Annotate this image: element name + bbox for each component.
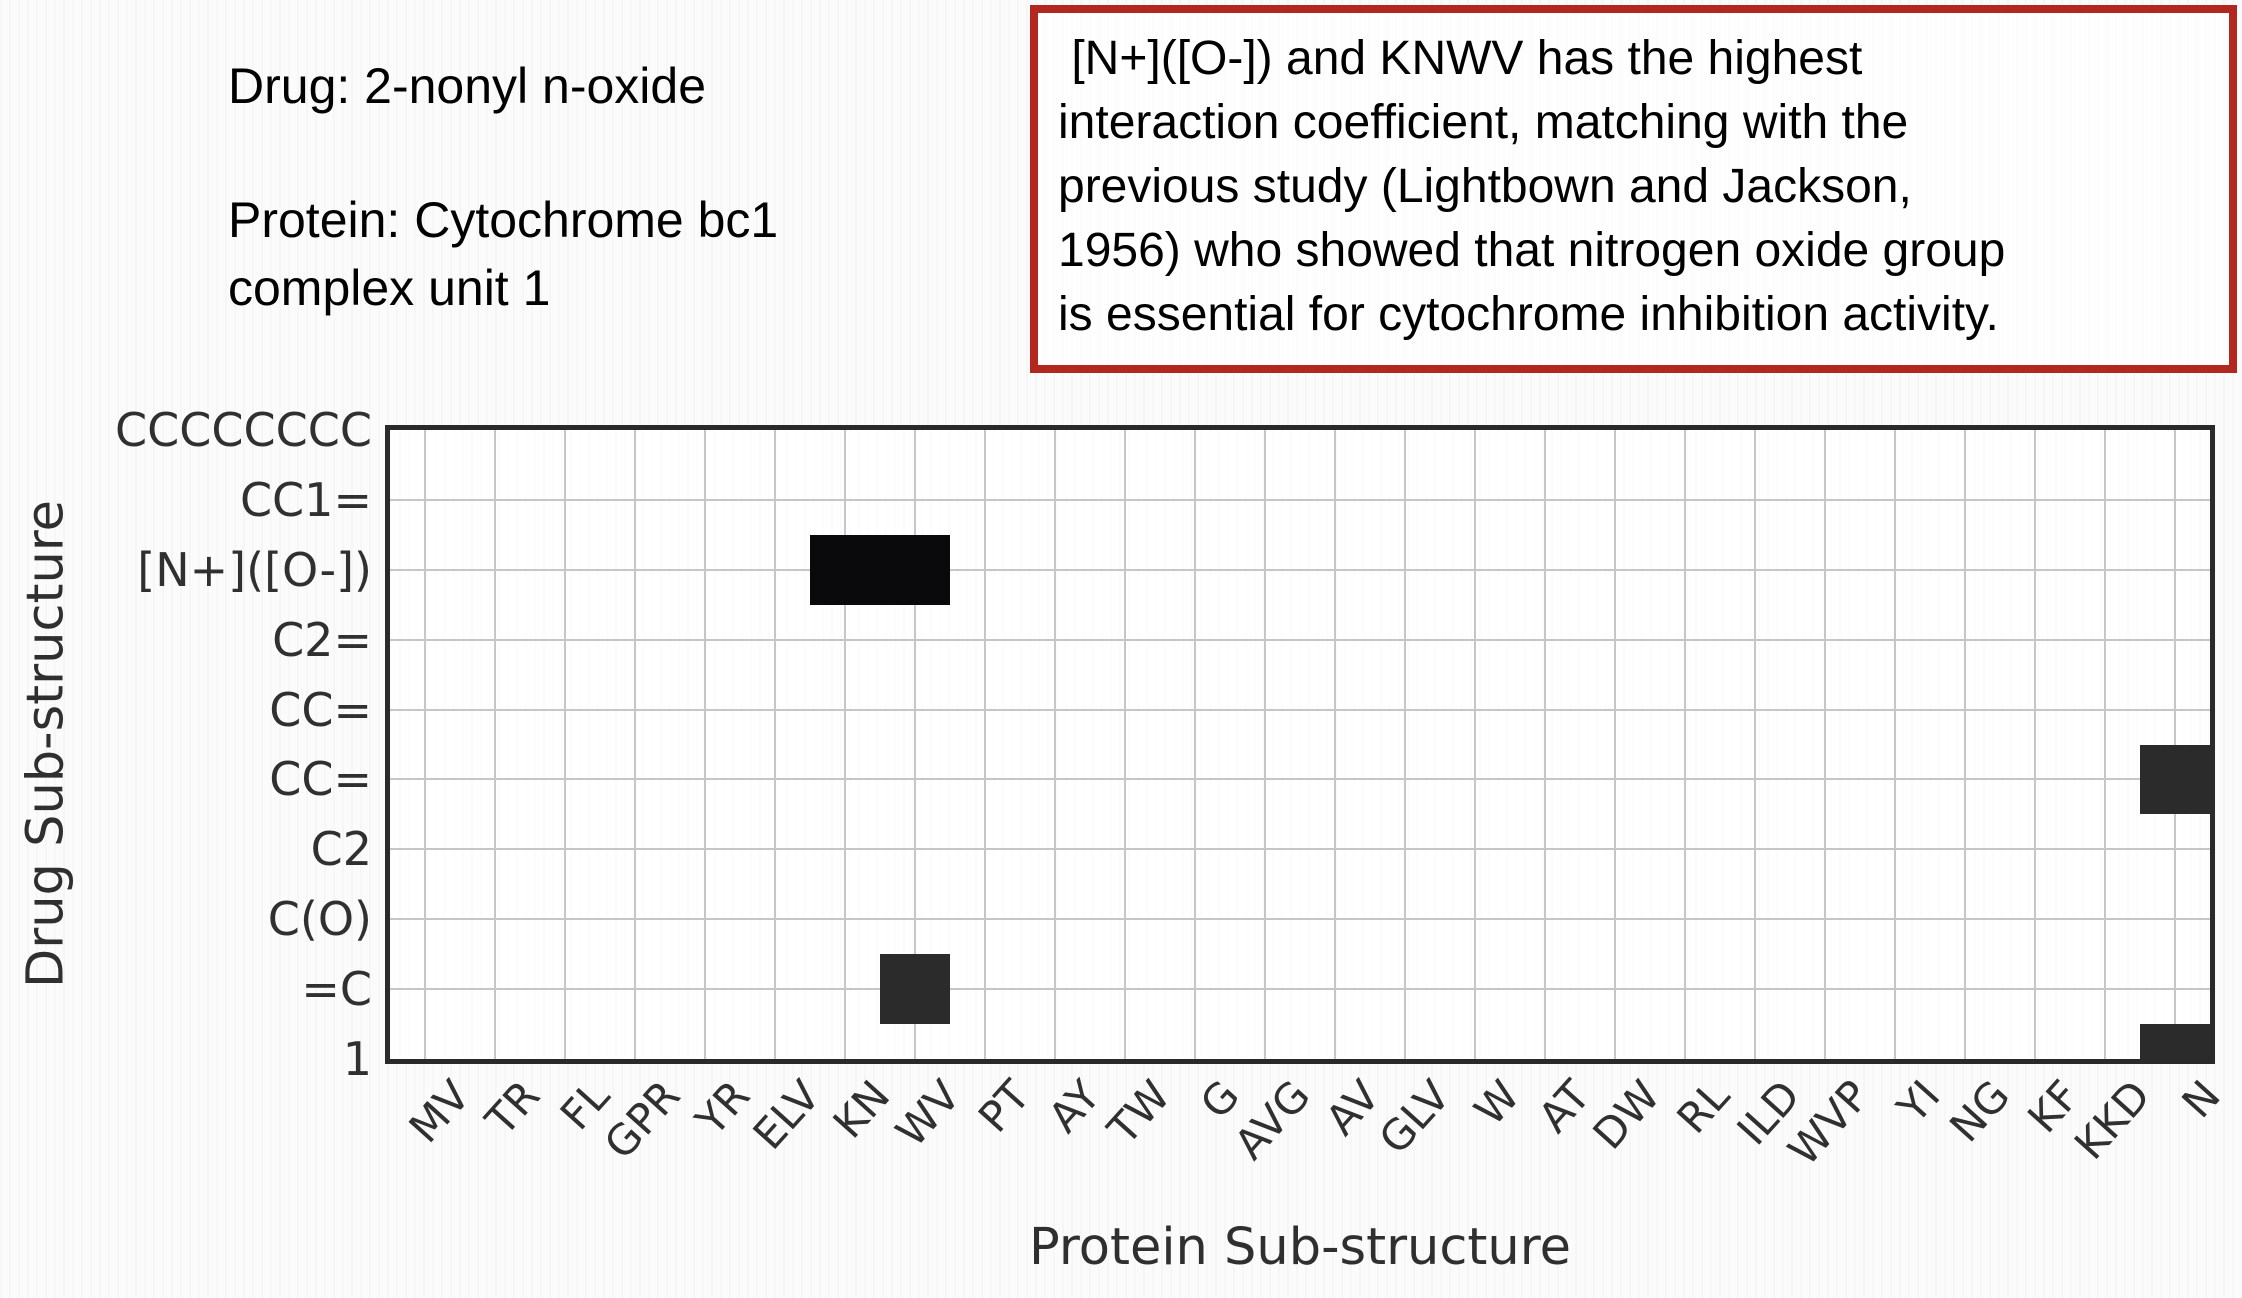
- x-tick-label: KKD: [2064, 1071, 2160, 1169]
- heatmap-plot-area: [385, 425, 2215, 1064]
- protein-label-line-2: complex unit 1: [228, 260, 551, 316]
- y-tick-label: C2: [310, 822, 372, 877]
- h-gridline: [390, 708, 2210, 711]
- v-gridline: [1334, 430, 1336, 1059]
- y-tick-label: [N+]([O-]): [137, 542, 372, 597]
- x-tick-label: KN: [823, 1071, 900, 1148]
- heatmap-cell: [2140, 1024, 2210, 1059]
- v-gridline: [914, 430, 916, 1059]
- annotation-callout-box: [N+]([O-]) and KNWV has the highest inte…: [1030, 5, 2237, 373]
- v-gridline: [424, 430, 426, 1059]
- x-tick-label: W: [1465, 1071, 1530, 1135]
- x-tick-label: NG: [1940, 1071, 2020, 1152]
- y-tick-label: 1: [342, 1032, 372, 1086]
- v-gridline: [1684, 430, 1686, 1059]
- x-axis-title: Protein Sub-structure: [1029, 1218, 1571, 1277]
- x-tick-label: TW: [1098, 1071, 1180, 1154]
- v-gridline: [634, 430, 636, 1059]
- x-tick-label: N: [2171, 1071, 2230, 1128]
- h-gridline: [390, 848, 2210, 851]
- v-gridline: [1404, 430, 1406, 1059]
- h-gridline: [390, 988, 2210, 991]
- x-tick-label: YI: [1887, 1071, 1950, 1133]
- y-tick-label: C2=: [272, 612, 372, 667]
- y-tick-label: =C: [301, 962, 372, 1017]
- v-gridline: [1964, 430, 1966, 1059]
- v-gridline: [1474, 430, 1476, 1059]
- y-tick-label: CC1=: [239, 472, 372, 527]
- y-tick-label: CC=: [269, 752, 372, 807]
- v-gridline: [1264, 430, 1266, 1059]
- heatmap-cell: [880, 954, 950, 1025]
- v-gridline: [494, 430, 496, 1059]
- callout-line-3: previous study (Lightbown and Jackson,: [1058, 160, 1912, 213]
- x-tick-label: GPR: [594, 1071, 690, 1169]
- v-gridline: [1824, 430, 1826, 1059]
- y-tick-label: CCCCCCCC: [115, 403, 372, 457]
- h-gridline: [390, 638, 2210, 641]
- heatmap-cell: [810, 534, 880, 605]
- x-tick-label: MV: [399, 1071, 480, 1153]
- v-gridline: [1194, 430, 1196, 1059]
- protein-label: Protein: Cytochrome bc1 complex unit 1: [228, 186, 948, 322]
- y-tick-label: CC=: [269, 682, 372, 737]
- v-gridline: [1614, 430, 1616, 1059]
- h-gridline: [390, 568, 2210, 571]
- h-gridline: [390, 918, 2210, 921]
- x-tick-label: AY: [1038, 1071, 1110, 1142]
- x-tick-label: WV: [885, 1071, 970, 1157]
- x-tick-label: PT: [968, 1071, 1040, 1142]
- x-tick-label: RL: [1667, 1071, 1740, 1143]
- v-gridline: [1544, 430, 1546, 1059]
- v-gridline: [1054, 430, 1056, 1059]
- x-tick-label: ELV: [743, 1071, 830, 1159]
- y-axis-title: Drug Sub-structure: [16, 499, 76, 989]
- y-tick-label: C(O): [267, 892, 372, 947]
- v-gridline: [1894, 430, 1896, 1059]
- v-gridline: [844, 430, 846, 1059]
- drug-label: Drug: 2-nonyl n-oxide: [228, 58, 707, 114]
- x-tick-label: AVG: [1224, 1071, 1320, 1169]
- callout-line-4: 1956) who showed that nitrogen oxide gro…: [1058, 224, 2006, 277]
- x-tick-label: TR: [476, 1071, 550, 1145]
- callout-line-5: is essential for cytochrome inhibition a…: [1058, 288, 1999, 341]
- heatmap-cell: [2140, 744, 2210, 815]
- v-gridline: [2104, 430, 2106, 1059]
- x-tick-label: DW: [1583, 1071, 1670, 1159]
- h-gridline: [390, 778, 2210, 781]
- heatmap-cell: [880, 534, 950, 605]
- v-gridline: [774, 430, 776, 1059]
- v-gridline: [984, 430, 986, 1059]
- callout-line-1: [N+]([O-]) and KNWV has the highest: [1058, 32, 1863, 85]
- v-gridline: [2034, 430, 2036, 1059]
- v-gridline: [1754, 430, 1756, 1059]
- callout-line-2: interaction coefficient, matching with t…: [1058, 96, 1909, 149]
- protein-label-line-1: Protein: Cytochrome bc1: [228, 192, 779, 248]
- v-gridline: [564, 430, 566, 1059]
- h-gridline: [390, 498, 2210, 501]
- v-gridline: [704, 430, 706, 1059]
- v-gridline: [1124, 430, 1126, 1059]
- x-tick-label: GLV: [1369, 1071, 1460, 1164]
- x-tick-label: WVP: [1779, 1071, 1880, 1175]
- x-tick-label: YR: [686, 1071, 760, 1145]
